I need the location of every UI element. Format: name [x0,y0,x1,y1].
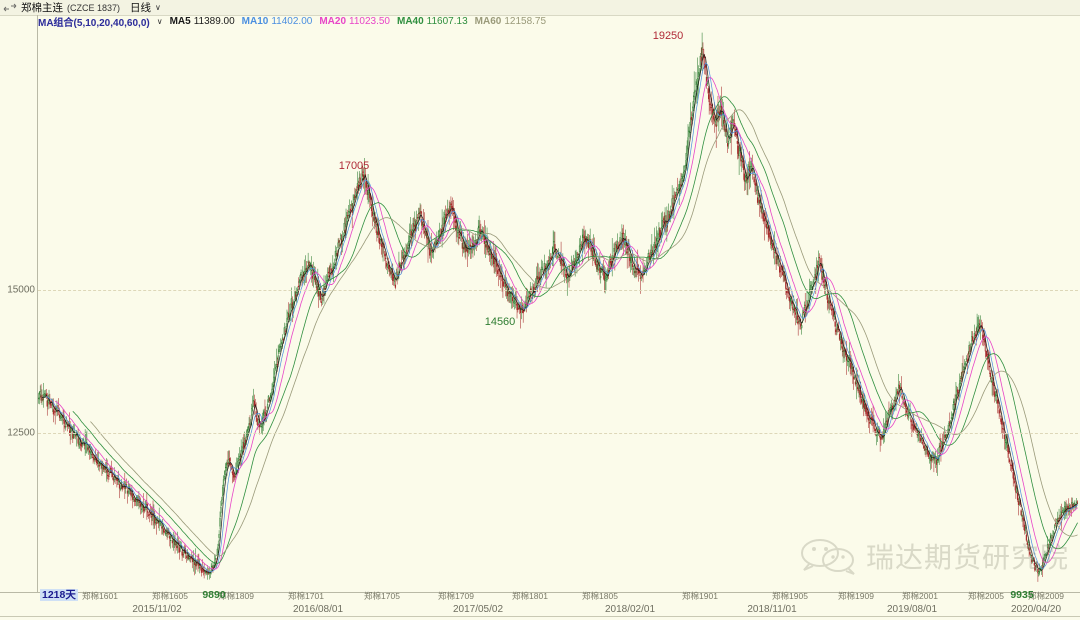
ma-line-40 [72,96,1078,564]
days-count-badge[interactable]: 1218天 [40,589,78,601]
y-axis-tick-label: 15000 [7,284,35,296]
date-tick-label: 2018/02/01 [604,604,656,615]
legend-item-ma60: MA60 12158.75 [475,16,546,27]
period-selector[interactable]: 日线 [130,2,152,14]
date-tick-label: 2016/08/01 [292,604,344,615]
y-axis-line [37,15,38,592]
date-tick-label: 2019/08/01 [886,604,938,615]
legend-item-ma40: MA40 11607.13 [397,16,468,27]
ma60-label: MA60 [474,16,502,27]
contract-tick-label: 郑棉2001 [902,591,938,601]
x-axis-baseline [0,616,1080,617]
candlestick-canvas [38,32,1078,582]
legend-item-ma10: MA10 11402.00 [242,16,313,27]
ma20-value: 11023.50 [349,16,390,27]
ma-legend: MA组合(5,10,20,40,60,0) ∨ MA5 11389.00 MA1… [38,15,546,29]
contract-tick-label: 郑棉1909 [838,591,874,601]
contract-tick-label: 郑棉1801 [512,591,548,601]
x-axis-line [0,592,1080,593]
ma40-label: MA40 [396,16,424,27]
contract-tick-label: 郑棉1709 [438,591,474,601]
instrument-code: (CZCE 1837) [67,2,121,13]
candle-series [38,32,1078,582]
contract-tick-label: 郑棉2009 [1028,591,1064,601]
ma5-value: 11389.00 [193,16,235,27]
instrument-name[interactable]: 郑棉主连 [21,2,63,14]
ma10-label: MA10 [241,16,269,27]
contract-tick-label: 郑棉1905 [772,591,808,601]
price-annotation-high: 19250 [652,30,684,42]
price-chart-plot[interactable] [38,28,1078,590]
ma40-value: 11607.13 [426,16,468,27]
date-tick-label: 2018/11/01 [747,604,797,615]
ma-line-10 [46,62,1078,573]
legend-item-ma20: MA20 11023.50 [319,16,390,27]
y-axis-tick-label: 12500 [7,427,35,439]
contract-tick-label: 郑棉1809 [218,591,254,601]
last-price-badge: 9935 [1010,589,1034,601]
title-bar: 郑棉主连 (CZCE 1837) 日线 ∨ [0,0,1080,16]
date-tick-label: 2015/11/02 [132,604,182,615]
contract-tick-label: 郑棉1805 [582,591,618,601]
contract-tick-label: 郑棉1701 [288,591,324,601]
y-axis: 15000 12500 [0,28,38,590]
price-annotation-high: 17005 [338,160,370,172]
date-tick-label: 2017/05/02 [452,604,504,615]
ma20-label: MA20 [319,16,347,27]
grid-line [38,433,1078,434]
bottom-low-badge: 9890 [202,589,226,601]
chevron-down-icon[interactable]: ∨ [155,3,161,12]
ma-line-5 [41,53,1078,573]
ma5-label: MA5 [169,16,191,27]
legend-chevron-down-icon[interactable]: ∨ [156,17,163,26]
grid-line [38,290,1078,291]
ma-line-60 [90,109,1078,557]
contract-tick-label: 郑棉2005 [968,591,1004,601]
ma-line-20 [54,77,1078,570]
date-tick-label: 2020/04/20 [1010,604,1062,615]
ma10-value: 11402.00 [271,16,313,27]
contract-tick-label: 郑棉1601 [82,591,118,601]
contract-tick-label: 郑棉1605 [152,591,188,601]
link-arrows-icon [3,3,17,12]
contract-tick-label: 郑棉1705 [364,591,400,601]
contract-tick-label: 郑棉1901 [682,591,718,601]
price-annotation-low: 14560 [484,316,516,328]
legend-item-ma5: MA5 11389.00 [170,16,235,27]
ma60-value: 12158.75 [504,16,547,27]
ma-combo-label[interactable]: MA组合(5,10,20,40,60,0) [38,18,150,29]
